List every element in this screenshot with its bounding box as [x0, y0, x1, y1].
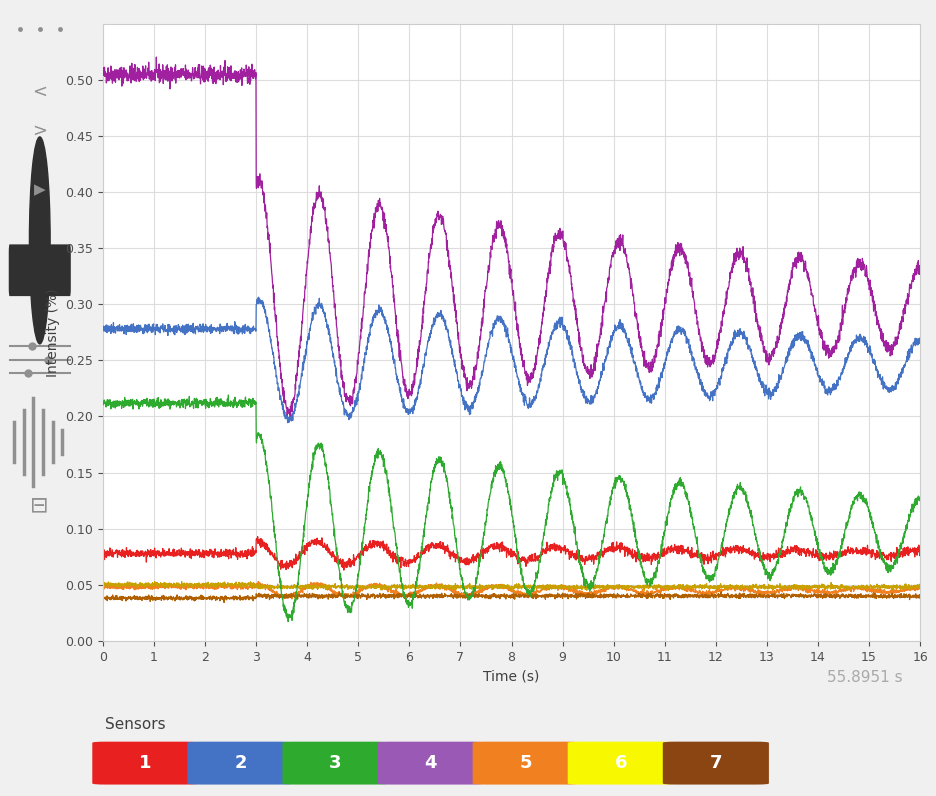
- Text: 4: 4: [424, 754, 437, 772]
- Circle shape: [29, 137, 51, 344]
- FancyBboxPatch shape: [663, 742, 768, 785]
- FancyBboxPatch shape: [8, 244, 71, 296]
- FancyBboxPatch shape: [93, 742, 198, 785]
- FancyBboxPatch shape: [473, 742, 578, 785]
- Text: Sensors: Sensors: [105, 717, 166, 732]
- Text: 5: 5: [519, 754, 532, 772]
- Text: ▶: ▶: [34, 182, 46, 197]
- Text: <: <: [32, 83, 48, 100]
- FancyBboxPatch shape: [568, 742, 674, 785]
- Text: 2: 2: [234, 754, 247, 772]
- Text: >: >: [32, 122, 48, 139]
- FancyBboxPatch shape: [377, 742, 484, 785]
- Text: ⊟: ⊟: [31, 495, 49, 516]
- Y-axis label: Intensity (%): Intensity (%): [46, 288, 60, 377]
- Text: 3: 3: [329, 754, 342, 772]
- Text: 55.8951 s: 55.8951 s: [827, 670, 903, 685]
- Text: 1: 1: [139, 754, 152, 772]
- FancyBboxPatch shape: [187, 742, 294, 785]
- X-axis label: Time (s): Time (s): [483, 669, 540, 683]
- FancyBboxPatch shape: [283, 742, 388, 785]
- Text: 6: 6: [615, 754, 627, 772]
- Text: 7: 7: [709, 754, 722, 772]
